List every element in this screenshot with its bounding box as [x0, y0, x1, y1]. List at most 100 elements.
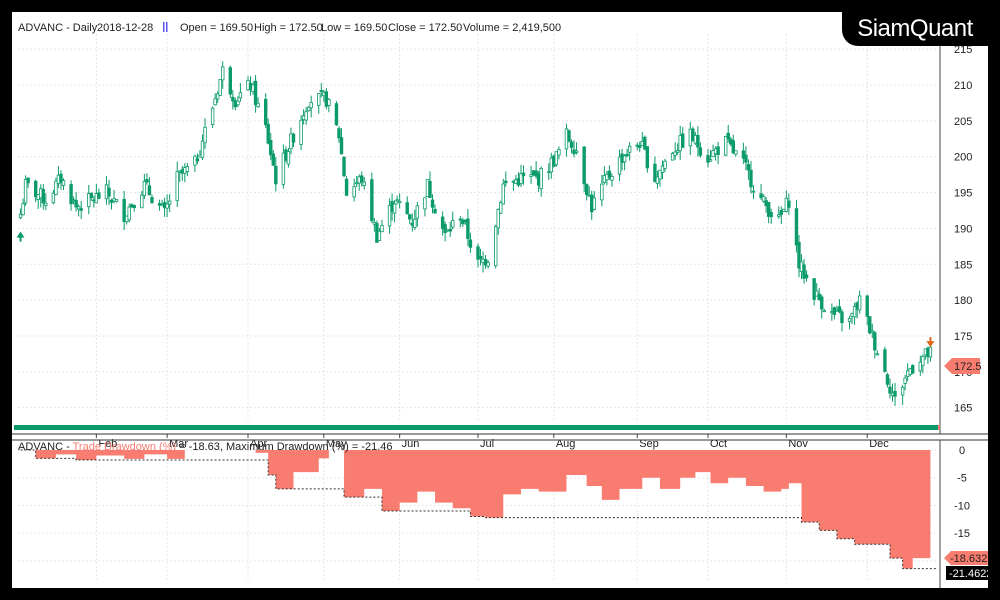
price-tick-label: 195	[954, 188, 972, 200]
candle-down	[458, 218, 463, 221]
candle-up	[304, 111, 308, 121]
drawdown-header-symbol: ADVANC -	[18, 441, 73, 453]
candle-down	[885, 374, 890, 385]
candle-down	[430, 199, 435, 208]
candle-down	[888, 386, 892, 394]
candle-up	[387, 205, 392, 227]
last-price-tag-shape	[944, 358, 980, 374]
candle-up	[167, 200, 172, 205]
grid	[18, 34, 938, 582]
candle-down	[145, 179, 149, 183]
candle-up	[397, 200, 402, 204]
last-price-label: 172.5	[954, 361, 982, 373]
candle-up	[203, 126, 207, 144]
candle-down	[744, 154, 748, 163]
candle-up	[777, 214, 781, 217]
candle-up	[256, 102, 260, 108]
candle-down	[195, 158, 200, 162]
candle-up	[857, 295, 862, 311]
price-tick-label: 180	[954, 295, 972, 307]
candle-up	[317, 93, 321, 106]
candle-down	[89, 192, 93, 198]
candle-down	[779, 210, 783, 215]
month-label: Apr	[250, 438, 267, 450]
drawdown-header: ADVANC - Trade Drawdown (%) = -18.63, Ma…	[18, 441, 393, 453]
candle-down	[79, 208, 83, 211]
candle-down	[291, 133, 296, 143]
candle-down	[706, 155, 710, 163]
candle-down	[478, 256, 483, 259]
candle-down	[625, 153, 629, 157]
candle-down	[433, 208, 437, 214]
candle-down	[696, 134, 700, 148]
candle-down	[476, 246, 480, 260]
candle-down	[337, 128, 341, 139]
drawdown-tick-label: -15	[954, 528, 970, 540]
max-drawdown-tag: -21.4622	[946, 566, 988, 580]
candle-up	[600, 183, 604, 201]
sell-arrow-icon	[926, 337, 935, 348]
candle-down	[41, 189, 45, 204]
candle-down	[253, 80, 258, 106]
candle-up	[486, 262, 490, 267]
month-label: Feb	[98, 438, 117, 450]
candle-up	[200, 140, 205, 159]
buy-arrow-icon	[16, 231, 25, 242]
candle-down	[448, 228, 452, 232]
candle-down	[645, 146, 650, 169]
candle-up	[814, 290, 819, 297]
candle-up	[352, 186, 356, 198]
candle-down	[820, 296, 824, 310]
candle-down	[681, 133, 685, 148]
header-close: Close = 172.50	[388, 22, 462, 34]
month-label: Mar	[169, 438, 188, 450]
candle-up	[210, 107, 215, 125]
candle-up	[663, 160, 667, 169]
candle-up	[76, 206, 81, 210]
candle-up	[918, 361, 923, 372]
month-label: Nov	[788, 438, 808, 450]
month-label: May	[326, 438, 347, 450]
candle-up	[415, 205, 420, 219]
candle-down	[466, 218, 470, 239]
month-label: Oct	[710, 438, 727, 450]
candle-down	[271, 153, 275, 166]
candle-up	[592, 197, 596, 210]
drawdown-current-tag: -18.6321	[944, 551, 988, 565]
candle-down	[74, 199, 78, 208]
price-tick-label: 185	[954, 259, 972, 271]
candle-down	[132, 205, 136, 209]
candle-up	[451, 220, 455, 228]
candle-down	[865, 295, 869, 317]
header-date: 2018-12-28	[97, 22, 153, 34]
candle-up	[900, 386, 905, 396]
candle-up	[761, 195, 766, 202]
candle-down	[33, 180, 38, 198]
candle-up	[501, 183, 505, 205]
candle-up	[18, 213, 23, 219]
candle-down	[59, 173, 63, 183]
max-drawdown-label: -21.4622	[949, 568, 988, 580]
candle-up	[519, 173, 523, 184]
candle-up	[658, 169, 662, 180]
candle-down	[269, 139, 273, 156]
chart-canvas: 165170175180185190195200205210215 FebMar…	[12, 12, 988, 588]
candle-up	[142, 180, 147, 196]
candle-up	[751, 190, 756, 193]
candle-down	[883, 349, 887, 372]
candle-down	[569, 141, 574, 148]
candle-down	[726, 132, 730, 140]
candle-up	[380, 224, 384, 233]
candle-down	[274, 165, 278, 185]
candle-down	[150, 197, 154, 204]
candle-up	[723, 136, 728, 156]
candle-up	[921, 355, 925, 366]
candle-up	[660, 165, 665, 173]
price-tick-label: 215	[954, 44, 972, 56]
candle-down	[26, 177, 30, 184]
candle-up	[114, 199, 119, 202]
candle-down	[344, 178, 349, 196]
candle-down	[122, 198, 126, 223]
month-label: Sep	[639, 438, 659, 450]
candle-up	[875, 353, 880, 356]
